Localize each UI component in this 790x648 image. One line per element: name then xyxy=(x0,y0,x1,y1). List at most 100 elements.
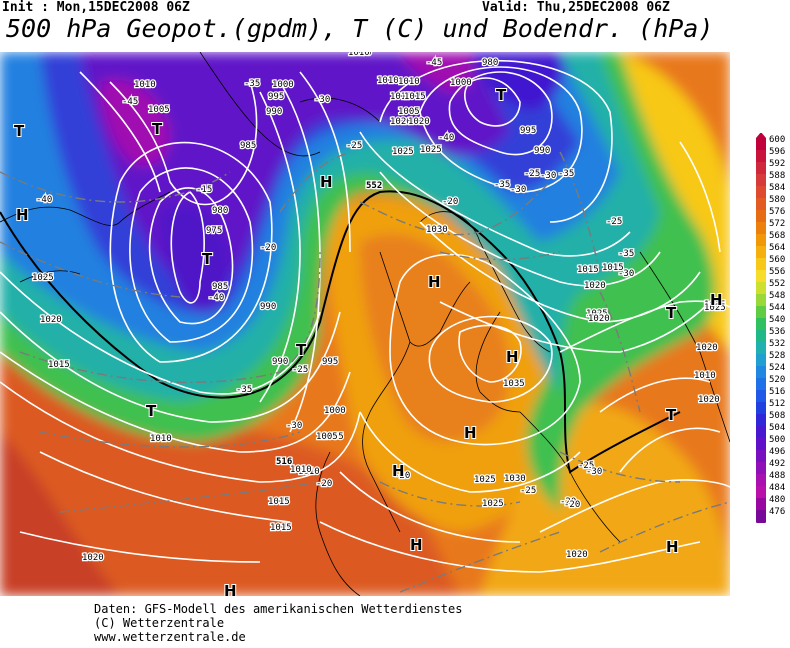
isobar-label: 1020 xyxy=(40,315,62,325)
legend-swatch xyxy=(756,378,766,390)
isotherm-label: -35 xyxy=(494,180,510,190)
isotherm-label: -40 xyxy=(36,195,52,205)
isotherm-label: -25 xyxy=(292,365,308,375)
legend-label: 584 xyxy=(769,183,785,193)
map-title: 500 hPa Geopot.(gpdm), T (C) und Bodendr… xyxy=(6,14,714,43)
legend-label: 552 xyxy=(769,279,785,289)
isobar-label: 1015 xyxy=(390,92,412,102)
isotherm-label: -35 xyxy=(558,169,574,179)
legend-label: 576 xyxy=(769,207,785,217)
legend-label: 532 xyxy=(769,339,785,349)
legend-swatch xyxy=(756,306,766,318)
isobar-label: 1015 xyxy=(404,92,426,102)
high-pressure-center: H xyxy=(710,291,723,309)
legend-swatch xyxy=(756,318,766,330)
high-pressure-center: H xyxy=(464,424,477,442)
isobar-label: 1025 xyxy=(704,303,726,313)
footer-url: www.wetterzentrale.de xyxy=(94,630,246,644)
legend-top-arrow xyxy=(756,133,766,138)
legend-swatch xyxy=(756,162,766,174)
high-pressure-center: H xyxy=(428,273,441,291)
low-pressure-center: T xyxy=(496,86,507,104)
isotherm-label: -15 xyxy=(196,185,212,195)
isobar-label: 1010 xyxy=(377,76,399,86)
legend-label: 536 xyxy=(769,327,785,337)
coastlines xyxy=(0,52,730,596)
legend-label: 592 xyxy=(769,159,785,169)
legend-swatch xyxy=(756,474,766,486)
legend-bottom-arrow xyxy=(756,522,766,523)
low-pressure-center: T xyxy=(666,304,677,322)
high-pressure-center: H xyxy=(410,536,423,554)
isotherm-label: -20 xyxy=(316,479,332,489)
isotherm-label: -20 xyxy=(394,471,410,481)
legend-label: 504 xyxy=(769,423,785,433)
isotherm-label: -20 xyxy=(564,500,580,510)
legend-swatch xyxy=(756,510,766,522)
legend-swatch xyxy=(756,366,766,378)
isobar-label: 995 xyxy=(520,126,536,136)
isobar-label: 1000 xyxy=(350,52,372,58)
isobar-label: 985 xyxy=(240,141,256,151)
legend-label: 488 xyxy=(769,471,785,481)
legend-label: 500 xyxy=(769,435,785,445)
isobar-label: 990 xyxy=(534,146,550,156)
legend-label: 540 xyxy=(769,315,785,325)
isobar-label: 1030 xyxy=(504,474,526,484)
isobar-label: 1005 xyxy=(148,105,170,115)
legend-label: 524 xyxy=(769,363,785,373)
isobar-label: 1025 xyxy=(586,309,608,319)
isotherm-label: -25 xyxy=(520,486,536,496)
legend-swatch xyxy=(756,198,766,210)
isobar-label: 1005 xyxy=(398,107,420,117)
color-legend: 600 596 592 588 584 580 576 572 568 564 560 556 552 5… xyxy=(756,133,785,523)
legend-label: 564 xyxy=(769,243,785,253)
legend-swatch xyxy=(756,486,766,498)
isotherm-label: -40 xyxy=(438,133,454,143)
isotherm-label: -20 xyxy=(260,243,276,253)
isobar-label: 1010 xyxy=(348,52,370,58)
isobar-label: 1010 xyxy=(150,434,172,444)
isobar-label: 1020 xyxy=(696,343,718,353)
low-pressure-center: T xyxy=(152,120,163,138)
legend-swatch xyxy=(756,462,766,474)
isotherm-label: -30 xyxy=(314,95,330,105)
legend-label: 476 xyxy=(769,507,785,517)
legend-label: 528 xyxy=(769,351,785,361)
geopotential-label: 552 xyxy=(366,181,382,191)
isobar-label: 1015 xyxy=(270,523,292,533)
legend-label: 548 xyxy=(769,291,785,301)
legend-swatch xyxy=(756,402,766,414)
isobar-label: 1030 xyxy=(426,225,448,235)
init-time: Init : Mon,15DEC2008 06Z xyxy=(2,0,190,15)
low-pressure-center: T xyxy=(202,250,213,268)
isobar-label: 1025 xyxy=(392,147,414,157)
isobar-label: 1020 xyxy=(584,281,606,291)
legend-swatch xyxy=(756,186,766,198)
legend-swatch xyxy=(756,426,766,438)
isobar-label: 980 xyxy=(212,206,228,216)
geopotential-label: 516 xyxy=(276,457,292,467)
isotherm-label: -30 xyxy=(540,171,556,181)
legend-label: 596 xyxy=(769,147,785,157)
low-pressure-center: T xyxy=(296,341,307,359)
legend-label: 560 xyxy=(769,255,785,265)
isotherm-label: -25 xyxy=(606,217,622,227)
isobar-label: 1010 xyxy=(298,467,320,477)
legend-label: 516 xyxy=(769,387,785,397)
isobar-label: 990 xyxy=(272,357,288,367)
legend-swatch xyxy=(756,342,766,354)
isotherms xyxy=(0,151,730,593)
isobar-label: 1010 xyxy=(134,80,156,90)
legend-swatch xyxy=(756,138,766,150)
legend-swatch xyxy=(756,258,766,270)
isotherm-label: -25 xyxy=(578,461,594,471)
legend-label: 496 xyxy=(769,447,785,457)
high-pressure-center: H xyxy=(666,538,679,556)
isobar-label: 1015 xyxy=(577,265,599,275)
isotherm-label: -35 xyxy=(244,79,260,89)
low-pressure-center: T xyxy=(14,122,25,140)
isotherm-label: -30 xyxy=(510,185,526,195)
high-pressure-center: H xyxy=(392,462,405,480)
legend-swatch xyxy=(756,270,766,282)
